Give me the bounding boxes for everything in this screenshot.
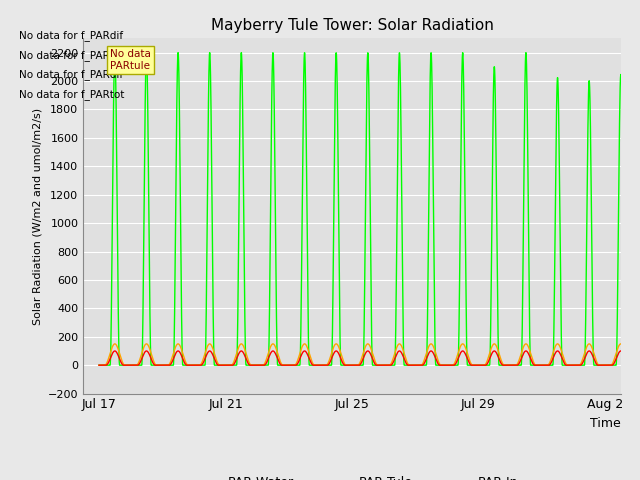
Y-axis label: Solar Radiation (W/m2 and umol/m2/s): Solar Radiation (W/m2 and umol/m2/s) xyxy=(32,108,42,324)
Text: No data for f_PARtot: No data for f_PARtot xyxy=(19,89,124,100)
Legend: PAR Water, PAR Tule, PAR In: PAR Water, PAR Tule, PAR In xyxy=(181,471,523,480)
Text: No data for f_PARtot: No data for f_PARtot xyxy=(19,50,124,61)
X-axis label: Time: Time xyxy=(590,417,621,430)
Text: No data for f_PARdif: No data for f_PARdif xyxy=(19,30,123,41)
Text: No data for f_PARdif: No data for f_PARdif xyxy=(19,70,123,80)
Title: Mayberry Tule Tower: Solar Radiation: Mayberry Tule Tower: Solar Radiation xyxy=(211,18,493,33)
Text: No data
PARtule: No data PARtule xyxy=(110,49,151,71)
